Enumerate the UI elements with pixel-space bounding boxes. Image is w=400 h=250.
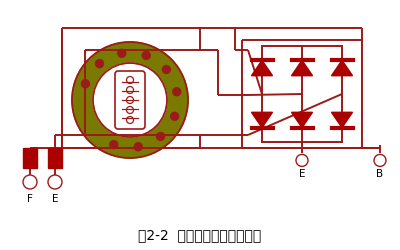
- Text: E: E: [52, 194, 58, 204]
- FancyBboxPatch shape: [23, 148, 37, 168]
- Polygon shape: [332, 60, 352, 76]
- Polygon shape: [332, 112, 352, 128]
- FancyBboxPatch shape: [48, 148, 62, 168]
- Polygon shape: [252, 112, 272, 128]
- Text: F: F: [27, 194, 33, 204]
- Polygon shape: [252, 60, 272, 76]
- Circle shape: [81, 80, 89, 88]
- Circle shape: [173, 88, 181, 96]
- Circle shape: [134, 143, 142, 151]
- Circle shape: [110, 141, 118, 149]
- FancyBboxPatch shape: [115, 71, 145, 129]
- Circle shape: [171, 112, 179, 120]
- Circle shape: [156, 132, 164, 140]
- Text: 图2-2  交流发电机工作原理图: 图2-2 交流发电机工作原理图: [138, 228, 262, 242]
- Text: E: E: [299, 170, 305, 179]
- Circle shape: [162, 66, 170, 74]
- Polygon shape: [292, 112, 312, 128]
- Circle shape: [118, 49, 126, 57]
- Circle shape: [142, 51, 150, 59]
- Text: B: B: [376, 170, 384, 179]
- Polygon shape: [292, 60, 312, 76]
- Circle shape: [96, 60, 104, 68]
- Circle shape: [72, 42, 188, 158]
- Circle shape: [93, 63, 167, 137]
